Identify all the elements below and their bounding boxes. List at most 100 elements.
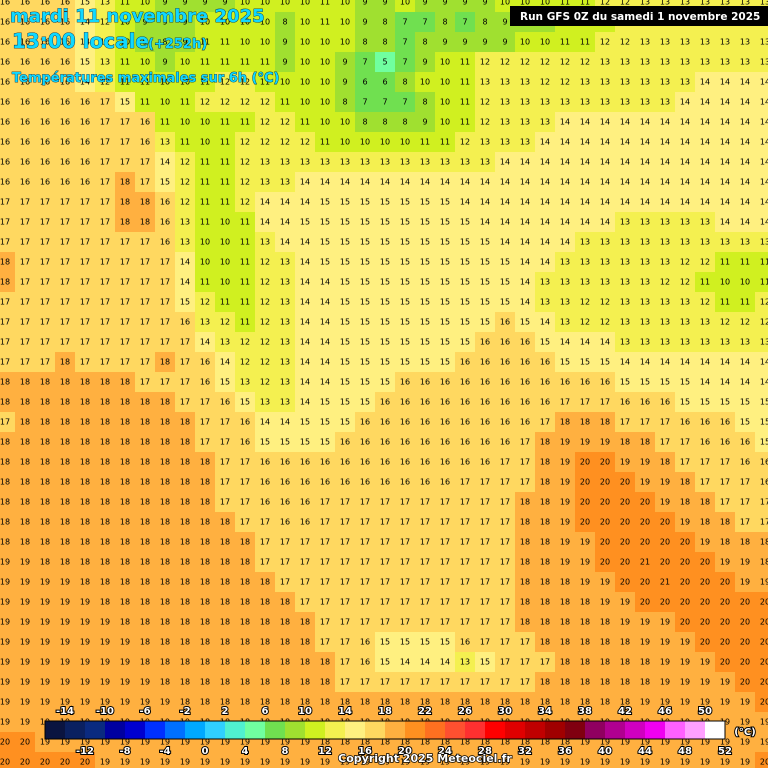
grid-cell: [655, 332, 675, 352]
grid-value: 12: [240, 358, 250, 367]
grid-value: 13: [320, 158, 330, 167]
grid-cell: [195, 252, 215, 272]
legend-swatch: [45, 721, 65, 739]
grid-cell: [315, 452, 335, 472]
grid-cell: [575, 652, 595, 672]
grid-cell: [735, 652, 755, 672]
grid-value: 18: [220, 678, 230, 687]
grid-value: 14: [360, 178, 370, 187]
grid-cell: [415, 412, 435, 432]
grid-cell: [335, 472, 355, 492]
grid-cell: [655, 212, 675, 232]
grid-value: 20: [640, 538, 650, 547]
grid-value: 17: [440, 618, 450, 627]
grid-value: 8: [282, 18, 287, 27]
grid-value: 19: [160, 758, 170, 767]
grid-cell: [315, 312, 335, 332]
grid-cell: [535, 412, 555, 432]
grid-value: 13: [560, 298, 570, 307]
grid-cell: [135, 532, 155, 552]
grid-cell: [235, 512, 255, 532]
grid-value: 20: [660, 538, 670, 547]
grid-cell: [475, 532, 495, 552]
grid-cell: [175, 232, 195, 252]
grid-cell: [215, 672, 235, 692]
grid-value: 8: [362, 118, 367, 127]
grid-value: 16: [20, 58, 30, 67]
grid-cell: [235, 152, 255, 172]
grid-cell: [635, 512, 655, 532]
grid-cell: [595, 372, 615, 392]
grid-cell: [115, 652, 135, 672]
grid-cell: [115, 552, 135, 572]
grid-cell: [675, 372, 695, 392]
grid-cell: [555, 512, 575, 532]
grid-cell: [215, 412, 235, 432]
grid-value: 20: [600, 518, 610, 527]
legend-swatch: [625, 721, 645, 739]
grid-value: 17: [460, 538, 470, 547]
legend-swatch: [125, 721, 145, 739]
grid-cell: [175, 372, 195, 392]
grid-value: 18: [220, 698, 230, 707]
grid-value: 17: [440, 498, 450, 507]
grid-cell: [475, 252, 495, 272]
legend-label-bottom: 52: [718, 746, 732, 757]
grid-value: 14: [620, 178, 630, 187]
grid-cell: [215, 212, 235, 232]
grid-value: 16: [60, 38, 70, 47]
grid-value: 10: [240, 0, 250, 7]
grid-value: 10: [300, 78, 310, 87]
grid-cell: [615, 232, 635, 252]
grid-cell: [0, 392, 15, 412]
grid-cell: [155, 292, 175, 312]
grid-cell: [415, 432, 435, 452]
grid-cell: [395, 572, 415, 592]
grid-value: 17: [260, 518, 270, 527]
grid-cell: [55, 392, 75, 412]
grid-value: 16: [480, 418, 490, 427]
grid-value: 19: [320, 758, 330, 767]
grid-value: 10: [200, 138, 210, 147]
grid-value: 14: [740, 378, 750, 387]
grid-cell: [615, 332, 635, 352]
grid-value: 11: [200, 178, 210, 187]
grid-value: 17: [260, 538, 270, 547]
grid-value: 17: [100, 258, 110, 267]
grid-value: 11: [300, 118, 310, 127]
grid-cell: [475, 132, 495, 152]
grid-value: 10: [120, 18, 130, 27]
grid-value: 18: [560, 418, 570, 427]
grid-cell: [135, 612, 155, 632]
grid-value: 18: [540, 578, 550, 587]
legend-label-top: 6: [262, 706, 269, 717]
grid-cell: [395, 472, 415, 492]
grid-cell: [415, 292, 435, 312]
grid-cell: [695, 252, 715, 272]
grid-value: 18: [40, 498, 50, 507]
grid-value: 15: [440, 258, 450, 267]
grid-value: 15: [320, 218, 330, 227]
grid-value: 18: [120, 578, 130, 587]
grid-value: 11: [460, 118, 470, 127]
grid-cell: [515, 72, 535, 92]
grid-value: 18: [560, 578, 570, 587]
grid-cell: [435, 332, 455, 352]
grid-cell: [675, 252, 695, 272]
grid-cell: [135, 12, 155, 32]
grid-value: 14: [540, 218, 550, 227]
grid-value: 17: [340, 558, 350, 567]
grid-value: 17: [120, 238, 130, 247]
grid-cell: [15, 312, 35, 332]
grid-value: 18: [580, 638, 590, 647]
grid-cell: [395, 212, 415, 232]
grid-value: 8: [442, 18, 447, 27]
grid-value: 17: [480, 618, 490, 627]
grid-cell: [455, 192, 475, 212]
grid-cell: [575, 572, 595, 592]
date-title: mardi 11 novembre 2025: [10, 6, 265, 27]
grid-value: 13: [760, 0, 768, 7]
grid-value: 18: [180, 418, 190, 427]
grid-cell: [395, 372, 415, 392]
grid-value: 20: [660, 558, 670, 567]
